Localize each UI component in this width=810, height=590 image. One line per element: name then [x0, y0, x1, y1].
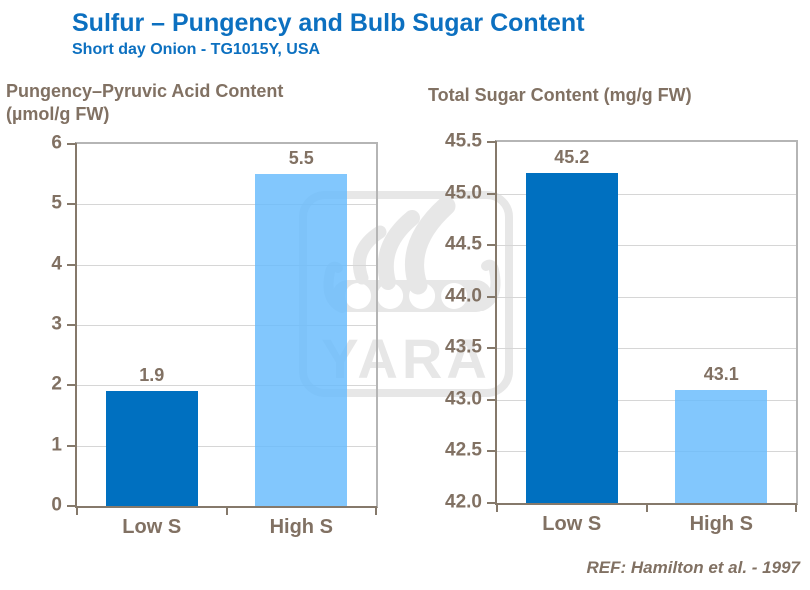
- y-axis-tick: [487, 347, 497, 350]
- reference-text: REF: Hamilton et al. - 1997: [586, 558, 801, 577]
- y-axis-tick: [67, 263, 77, 266]
- gridline: [497, 193, 796, 195]
- slide-title: Sulfur – Pungency and Bulb Sugar Content: [72, 9, 585, 37]
- y-axis-tick-label: 4: [51, 253, 62, 275]
- ship-sail-icon: [377, 210, 420, 290]
- bar-high-s: [675, 389, 768, 503]
- y-axis-tick: [487, 502, 497, 504]
- y-axis-tick-label: 43.0: [445, 388, 482, 410]
- y-axis-tick-label: 44.5: [445, 233, 482, 255]
- x-axis-tick: [645, 503, 648, 512]
- left-chart-title: Pungency–Pyruvic Acid Content (µmol/g FW…: [6, 81, 284, 125]
- bar-value-label: 5.5: [288, 148, 314, 169]
- bar-low-s: [105, 391, 198, 506]
- slide-subtitle: Short day Onion - TG1015Y, USA: [72, 41, 321, 58]
- y-axis-tick-label: 3: [51, 313, 62, 335]
- y-axis-tick-label: 44.0: [445, 285, 482, 307]
- sugar-chart-plot: 42.0 42.5 43.0 43.5 44.0 44.5 45.0 45.5 45.2 Low …: [445, 131, 798, 535]
- y-axis-tick: [67, 143, 77, 145]
- y-axis-tick-label: 42.0: [445, 491, 482, 513]
- y-axis-tick: [487, 192, 497, 195]
- y-axis-tick-label: 6: [51, 132, 62, 154]
- y-axis-tick: [67, 444, 77, 447]
- x-axis-category-label: High S: [269, 516, 333, 538]
- x-axis-category-label: Low S: [122, 516, 182, 538]
- gridline: [77, 385, 376, 387]
- y-axis-tick-label: 0: [51, 494, 62, 516]
- gridline: [497, 296, 796, 298]
- ship-sail-icon: [405, 196, 456, 295]
- bar-value-label: 1.9: [139, 365, 165, 386]
- y-axis-tick: [487, 244, 497, 247]
- y-axis-tick: [67, 203, 77, 206]
- y-axis-tick: [487, 450, 497, 453]
- pungency-chart-plot: 0 1 2 3 4 5 6 1.9 Low S 5.5 High S: [51, 133, 378, 538]
- gridline: [497, 348, 796, 350]
- gridline: [497, 245, 796, 247]
- ship-stern-icon: [477, 259, 501, 311]
- gridline: [77, 204, 376, 206]
- y-axis-tick: [67, 384, 77, 387]
- y-axis-tick: [67, 324, 77, 326]
- y-axis-tick-label: 45.0: [445, 182, 482, 204]
- gridline: [77, 264, 376, 266]
- x-axis-category-label: High S: [689, 513, 753, 535]
- y-axis-tick-label: 42.5: [445, 439, 482, 461]
- y-axis-tick: [487, 141, 497, 143]
- y-axis-tick-label: 2: [51, 373, 62, 395]
- y-axis-tick-label: 45.5: [445, 130, 482, 152]
- y-axis-tick: [487, 398, 497, 401]
- gridline: [77, 445, 376, 447]
- x-axis-tick: [76, 506, 78, 515]
- y-axis-tick: [67, 505, 77, 507]
- gridline: [77, 325, 376, 326]
- y-axis-tick-label: 43.5: [445, 336, 482, 358]
- gridline: [497, 451, 796, 453]
- bar-value-label: 45.2: [554, 146, 590, 167]
- x-axis-tick: [225, 506, 228, 515]
- gridline: [497, 399, 796, 401]
- x-axis-tick: [795, 503, 797, 512]
- y-axis-tick-label: 5: [51, 192, 62, 214]
- y-axis-tick-label: 1: [51, 434, 62, 456]
- right-chart-title: Total Sugar Content (mg/g FW): [428, 85, 692, 105]
- x-axis-tick: [375, 506, 377, 515]
- x-axis-tick: [496, 503, 498, 512]
- bar-high-s: [255, 174, 348, 506]
- bar-low-s: [525, 172, 618, 503]
- x-axis-category-label: Low S: [542, 513, 602, 535]
- bar-value-label: 43.1: [703, 363, 739, 384]
- y-axis-tick: [487, 295, 497, 298]
